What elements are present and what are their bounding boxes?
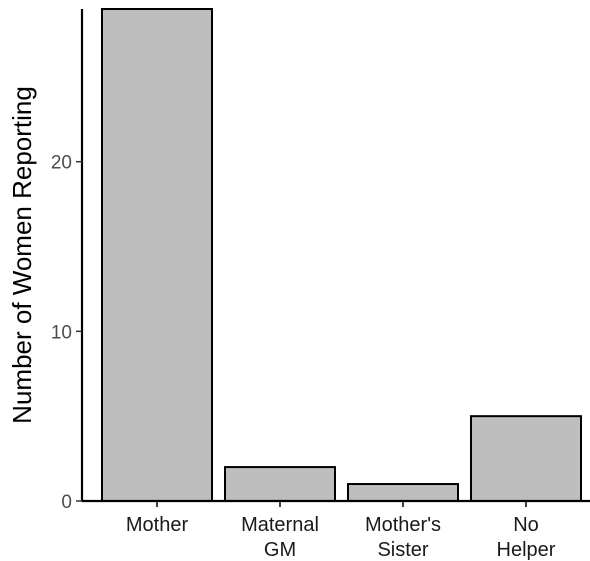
bars-group (101, 8, 582, 503)
x-tick-label-2: Mother's Sister (365, 514, 441, 561)
bar-1 (224, 466, 336, 503)
bar-3 (470, 415, 582, 503)
bar-2 (347, 483, 459, 503)
x-tick-label-3: No Helper (497, 514, 556, 561)
axes-group (80, 9, 590, 503)
x-tick-label-1: Maternal GM (241, 514, 319, 561)
y-tick-label-1: 10 (51, 322, 72, 343)
y-ticks-group: 0 10 20 (51, 153, 82, 513)
y-tick-label-2: 20 (51, 153, 72, 174)
x-tick-label-0: Mother (126, 514, 189, 536)
y-tick-label-0: 0 (61, 492, 72, 513)
x-labels-group: Mother Maternal GM Mother's Sister No Helper (126, 501, 556, 561)
bar-0 (101, 8, 213, 502)
y-axis-title: Number of Women Reporting (7, 86, 37, 424)
